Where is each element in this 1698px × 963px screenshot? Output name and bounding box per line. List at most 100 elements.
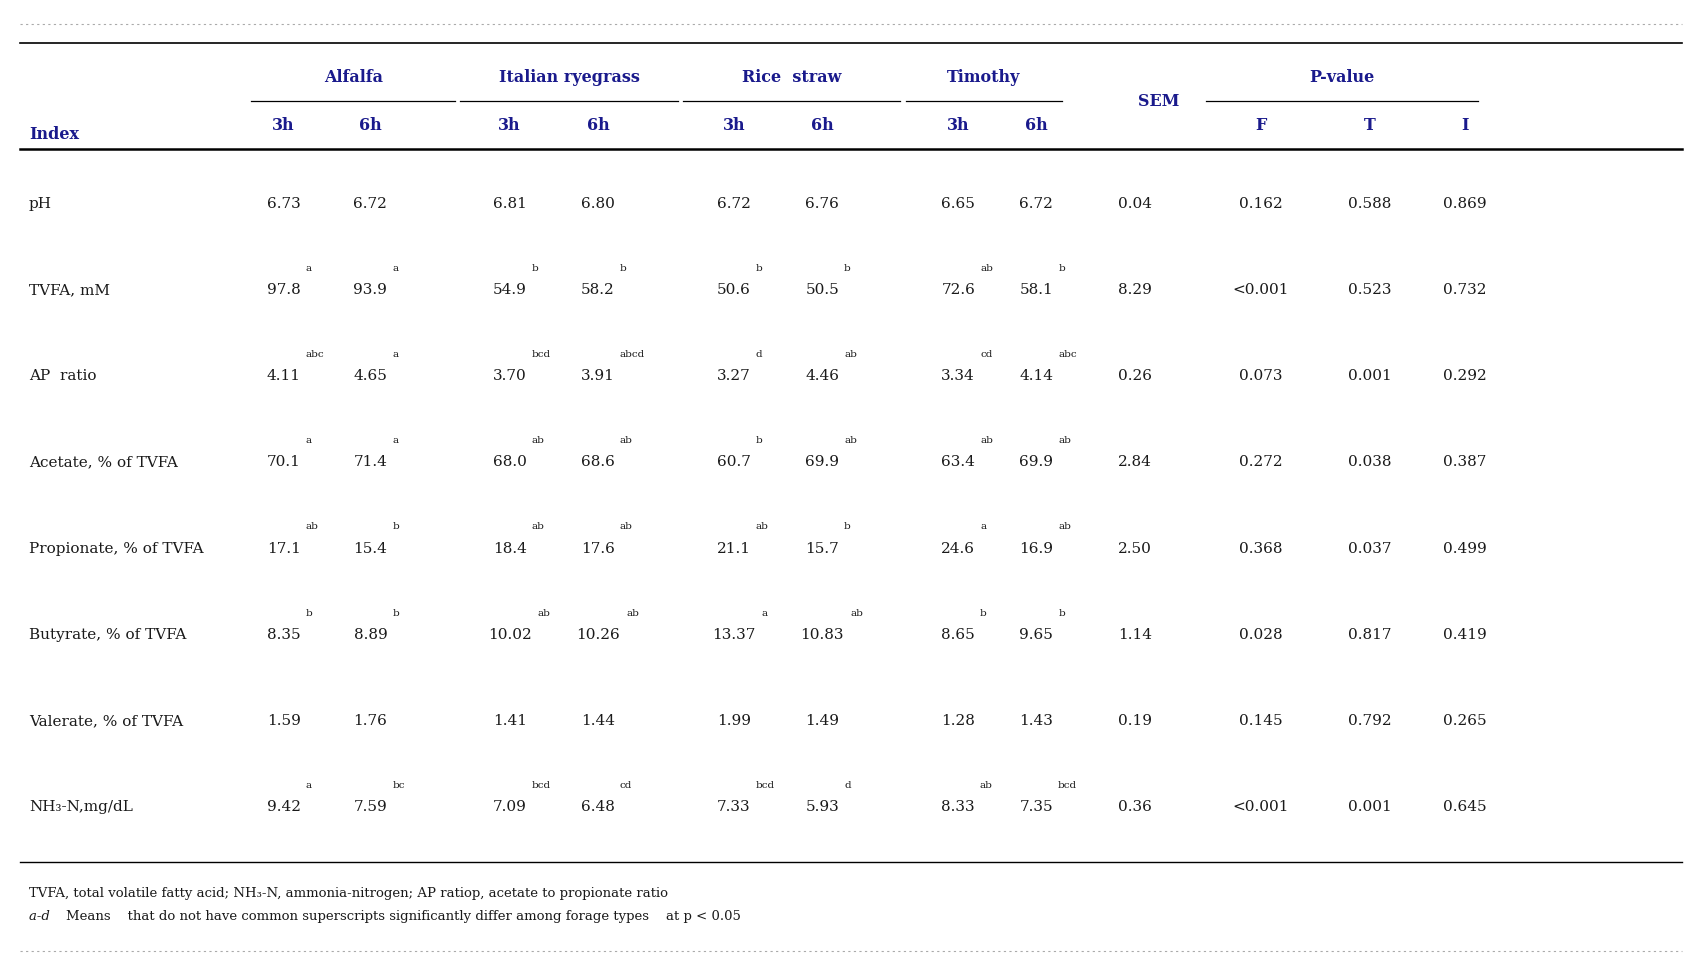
Text: 13.37: 13.37 [711, 628, 756, 642]
Text: 6.81: 6.81 [492, 196, 526, 211]
Text: Means    that do not have common superscripts significantly differ among forage : Means that do not have common superscrip… [66, 910, 740, 924]
Text: 58.2: 58.2 [581, 283, 615, 298]
Text: 0.645: 0.645 [1442, 800, 1486, 815]
Text: 8.33: 8.33 [941, 800, 975, 815]
Text: 70.1: 70.1 [267, 455, 301, 470]
Text: 6.65: 6.65 [941, 196, 975, 211]
Text: 60.7: 60.7 [717, 455, 751, 470]
Text: NH₃-N,mg/dL: NH₃-N,mg/dL [29, 800, 132, 815]
Text: 0.387: 0.387 [1442, 455, 1486, 470]
Text: 6.80: 6.80 [581, 196, 615, 211]
Text: <0.001: <0.001 [1231, 800, 1289, 815]
Text: 8.29: 8.29 [1117, 283, 1151, 298]
Text: 6.72: 6.72 [353, 196, 387, 211]
Text: 0.145: 0.145 [1238, 714, 1282, 728]
Text: 15.4: 15.4 [353, 541, 387, 556]
Text: 5.93: 5.93 [805, 800, 839, 815]
Text: 1.59: 1.59 [267, 714, 301, 728]
Text: 6h: 6h [586, 117, 610, 134]
Text: ab: ab [620, 436, 632, 445]
Text: ab: ab [620, 522, 632, 532]
Text: Alfalfa: Alfalfa [324, 68, 382, 86]
Text: 3h: 3h [722, 117, 745, 134]
Text: Propionate, % of TVFA: Propionate, % of TVFA [29, 541, 204, 556]
Text: 1.41: 1.41 [492, 714, 526, 728]
Text: 7.59: 7.59 [353, 800, 387, 815]
Text: ab: ab [306, 522, 318, 532]
Text: bcd: bcd [1058, 781, 1077, 790]
Text: a: a [761, 609, 767, 617]
Text: 2.50: 2.50 [1117, 541, 1151, 556]
Text: 3h: 3h [946, 117, 970, 134]
Text: 8.35: 8.35 [267, 628, 301, 642]
Text: 10.02: 10.02 [487, 628, 531, 642]
Text: pH: pH [29, 196, 53, 211]
Text: ab: ab [627, 609, 638, 617]
Text: 0.272: 0.272 [1238, 455, 1282, 470]
Text: d: d [844, 781, 851, 790]
Text: SEM: SEM [1138, 92, 1178, 110]
Text: 0.732: 0.732 [1442, 283, 1486, 298]
Text: a: a [306, 781, 312, 790]
Text: b: b [756, 264, 762, 273]
Text: abc: abc [1058, 350, 1077, 359]
Text: 7.33: 7.33 [717, 800, 751, 815]
Text: 4.11: 4.11 [267, 369, 301, 383]
Text: b: b [844, 264, 851, 273]
Text: b: b [392, 522, 399, 532]
Text: 69.9: 69.9 [805, 455, 839, 470]
Text: 21.1: 21.1 [717, 541, 751, 556]
Text: 54.9: 54.9 [492, 283, 526, 298]
Text: abc: abc [306, 350, 324, 359]
Text: 9.65: 9.65 [1019, 628, 1053, 642]
Text: 3.34: 3.34 [941, 369, 975, 383]
Text: 0.419: 0.419 [1442, 628, 1486, 642]
Text: 16.9: 16.9 [1019, 541, 1053, 556]
Text: ab: ab [844, 350, 856, 359]
Text: 68.0: 68.0 [492, 455, 526, 470]
Text: <0.001: <0.001 [1231, 283, 1289, 298]
Text: 17.6: 17.6 [581, 541, 615, 556]
Text: I: I [1460, 117, 1467, 134]
Text: 50.6: 50.6 [717, 283, 751, 298]
Text: 1.14: 1.14 [1117, 628, 1151, 642]
Text: Index: Index [29, 126, 78, 143]
Text: b: b [980, 609, 987, 617]
Text: 6h: 6h [1024, 117, 1048, 134]
Text: a: a [392, 350, 397, 359]
Text: a-d: a-d [29, 910, 54, 924]
Text: 0.037: 0.037 [1347, 541, 1391, 556]
Text: cd: cd [980, 350, 992, 359]
Text: ab: ab [756, 522, 767, 532]
Text: 0.001: 0.001 [1347, 800, 1391, 815]
Text: a: a [306, 436, 311, 445]
Text: 2.84: 2.84 [1117, 455, 1151, 470]
Text: 3.91: 3.91 [581, 369, 615, 383]
Text: bcd: bcd [531, 781, 550, 790]
Text: 0.36: 0.36 [1117, 800, 1151, 815]
Text: 10.26: 10.26 [576, 628, 620, 642]
Text: bcd: bcd [531, 350, 550, 359]
Text: 6h: 6h [358, 117, 382, 134]
Text: 6.48: 6.48 [581, 800, 615, 815]
Text: P-value: P-value [1309, 68, 1374, 86]
Text: a: a [306, 264, 311, 273]
Text: 1.76: 1.76 [353, 714, 387, 728]
Text: b: b [1058, 264, 1065, 273]
Text: TVFA, mM: TVFA, mM [29, 283, 110, 298]
Text: 3.70: 3.70 [492, 369, 526, 383]
Text: 1.44: 1.44 [581, 714, 615, 728]
Text: 6h: 6h [810, 117, 834, 134]
Text: 3h: 3h [272, 117, 295, 134]
Text: 24.6: 24.6 [941, 541, 975, 556]
Text: 7.35: 7.35 [1019, 800, 1053, 815]
Text: 4.14: 4.14 [1019, 369, 1053, 383]
Text: 0.038: 0.038 [1347, 455, 1391, 470]
Text: 68.6: 68.6 [581, 455, 615, 470]
Text: abcd: abcd [620, 350, 645, 359]
Text: ab: ab [980, 781, 992, 790]
Text: ab: ab [531, 522, 543, 532]
Text: ab: ab [1058, 522, 1070, 532]
Text: a: a [980, 522, 987, 532]
Text: 1.28: 1.28 [941, 714, 975, 728]
